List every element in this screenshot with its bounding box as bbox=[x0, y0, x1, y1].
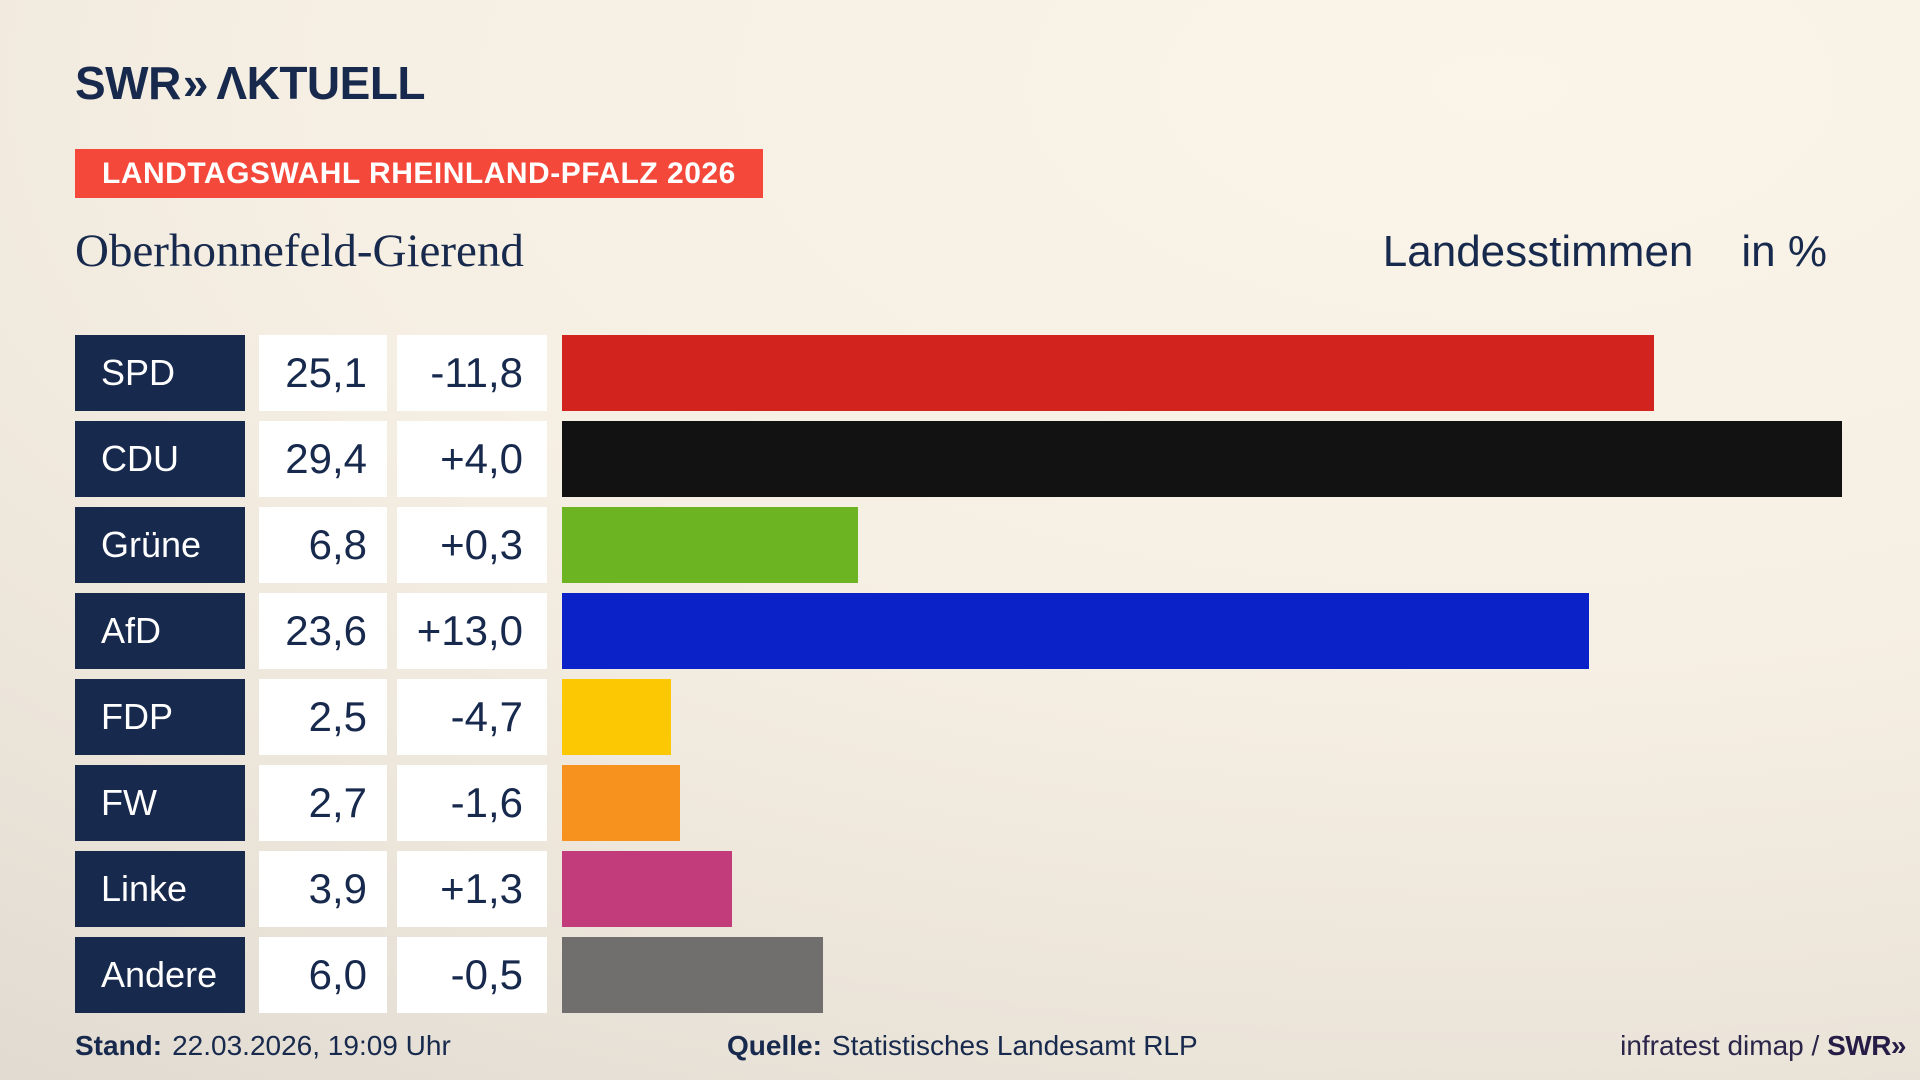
title-row: Oberhonnefeld-Gierend Landesstimmen in % bbox=[75, 224, 1827, 278]
change-cell: -1,6 bbox=[397, 765, 547, 841]
value-cell: 6,8 bbox=[259, 507, 387, 583]
quelle-label: Quelle: bbox=[727, 1030, 822, 1061]
timestamp: Stand: 22.03.2026, 19:09 Uhr bbox=[75, 1028, 451, 1064]
bar bbox=[562, 507, 858, 583]
change-cell: -0,5 bbox=[397, 937, 547, 1013]
chart-row: FW 2,7 -1,6 bbox=[75, 765, 1920, 841]
election-badge: LANDTAGSWAHL RHEINLAND-PFALZ 2026 bbox=[75, 149, 763, 198]
bar-track bbox=[562, 335, 1920, 411]
chart-row: Andere 6,0 -0,5 bbox=[75, 937, 1920, 1013]
chart-row: Grüne 6,8 +0,3 bbox=[75, 507, 1920, 583]
value-cell: 29,4 bbox=[259, 421, 387, 497]
change-cell: -4,7 bbox=[397, 679, 547, 755]
value-cell: 25,1 bbox=[259, 335, 387, 411]
change-cell: +1,3 bbox=[397, 851, 547, 927]
bar-track bbox=[562, 593, 1920, 669]
bar bbox=[562, 937, 824, 1013]
swr-credit-logo: SWR» bbox=[1827, 1030, 1906, 1061]
measure-label: Landesstimmen bbox=[1382, 227, 1694, 276]
chart-row: CDU 29,4 +4,0 bbox=[75, 421, 1920, 497]
party-label: Andere bbox=[75, 937, 245, 1013]
double-chevron-icon: » bbox=[182, 57, 208, 109]
bar bbox=[562, 593, 1590, 669]
stand-value: 22.03.2026, 19:09 Uhr bbox=[172, 1030, 451, 1061]
swr-aktuell-logo: SWR» ΛKTUELL bbox=[75, 56, 426, 110]
unit-label: in % bbox=[1741, 227, 1827, 276]
chart-row: FDP 2,5 -4,7 bbox=[75, 679, 1920, 755]
value-cell: 2,7 bbox=[259, 765, 387, 841]
change-cell: +13,0 bbox=[397, 593, 547, 669]
party-label: FDP bbox=[75, 679, 245, 755]
bar-track bbox=[562, 937, 1920, 1013]
bar-track bbox=[562, 851, 1920, 927]
change-cell: +4,0 bbox=[397, 421, 547, 497]
source: Quelle: Statistisches Landesamt RLP bbox=[727, 1028, 1198, 1064]
credit-text: infratest dimap / bbox=[1620, 1030, 1828, 1061]
swr-logo-text: SWR bbox=[75, 57, 181, 109]
bar bbox=[562, 765, 680, 841]
party-label: Grüne bbox=[75, 507, 245, 583]
chart-row: AfD 23,6 +13,0 bbox=[75, 593, 1920, 669]
value-cell: 23,6 bbox=[259, 593, 387, 669]
stand-label: Stand: bbox=[75, 1030, 163, 1061]
change-cell: -11,8 bbox=[397, 335, 547, 411]
value-cell: 6,0 bbox=[259, 937, 387, 1013]
bar bbox=[562, 679, 671, 755]
value-cell: 2,5 bbox=[259, 679, 387, 755]
value-cell: 3,9 bbox=[259, 851, 387, 927]
bar-track bbox=[562, 679, 1920, 755]
party-label: CDU bbox=[75, 421, 245, 497]
chart-row: Linke 3,9 +1,3 bbox=[75, 851, 1920, 927]
party-label: AfD bbox=[75, 593, 245, 669]
bar-track bbox=[562, 507, 1920, 583]
chart-row: SPD 25,1 -11,8 bbox=[75, 335, 1920, 411]
municipality-title: Oberhonnefeld-Gierend bbox=[75, 225, 524, 277]
credit: infratest dimap / SWR» bbox=[1620, 1028, 1906, 1064]
measure-title: Landesstimmen in % bbox=[1383, 227, 1827, 277]
bar-track bbox=[562, 765, 1920, 841]
bar bbox=[562, 335, 1655, 411]
bar bbox=[562, 421, 1842, 497]
aktuell-logo-text: ΛKTUELL bbox=[216, 57, 426, 109]
bar-track bbox=[562, 421, 1920, 497]
change-cell: +0,3 bbox=[397, 507, 547, 583]
quelle-value: Statistisches Landesamt RLP bbox=[831, 1030, 1198, 1061]
party-label: FW bbox=[75, 765, 245, 841]
party-label: SPD bbox=[75, 335, 245, 411]
bar-chart: SPD 25,1 -11,8 CDU 29,4 +4,0 Grüne 6,8 +… bbox=[75, 335, 1920, 1013]
footer: Stand: 22.03.2026, 19:09 Uhr Quelle: Stati… bbox=[0, 1028, 1920, 1064]
bar bbox=[562, 851, 732, 927]
party-label: Linke bbox=[75, 851, 245, 927]
